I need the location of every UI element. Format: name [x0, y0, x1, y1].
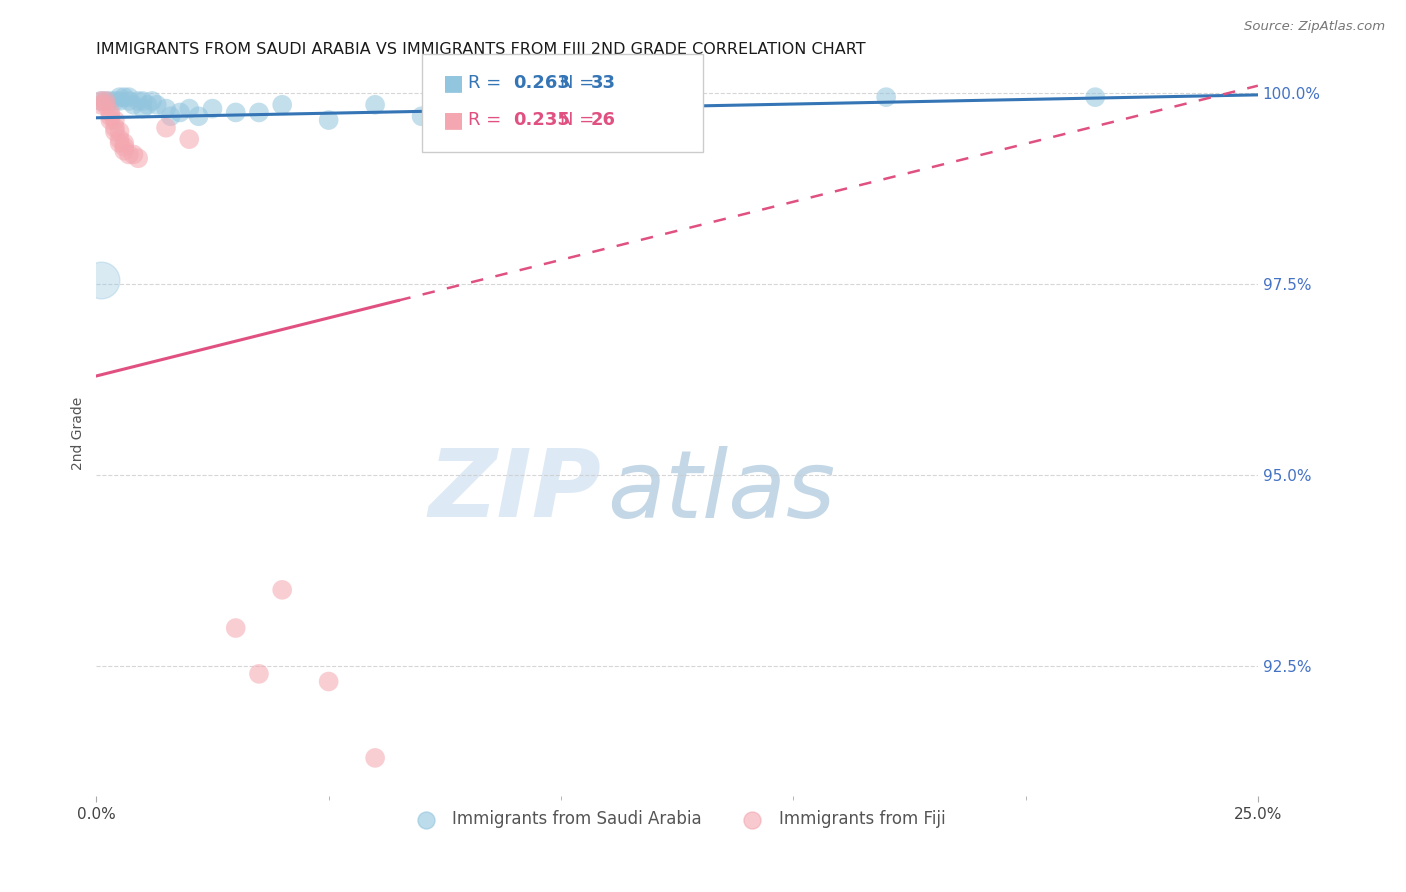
Point: [118, 147, 141, 161]
Point: [318, 674, 340, 689]
Text: N =: N =: [560, 112, 599, 129]
Point: [90, 273, 112, 287]
Point: [364, 751, 387, 765]
Text: IMMIGRANTS FROM SAUDI ARABIA VS IMMIGRANTS FROM FIJI 2ND GRADE CORRELATION CHART: IMMIGRANTS FROM SAUDI ARABIA VS IMMIGRAN…: [97, 42, 866, 57]
Text: ■: ■: [443, 111, 464, 130]
Point: [90, 94, 112, 108]
Point: [104, 120, 127, 135]
Point: [247, 666, 270, 681]
Point: [122, 147, 145, 161]
Point: [118, 94, 141, 108]
Point: [108, 90, 131, 104]
Text: R =: R =: [468, 112, 508, 129]
Point: [187, 109, 209, 123]
Point: [98, 105, 121, 120]
Point: [596, 105, 619, 120]
Point: [271, 582, 294, 597]
Text: ■: ■: [443, 73, 464, 93]
Point: [201, 102, 224, 116]
Point: [118, 90, 141, 104]
Point: [104, 113, 127, 128]
Point: [108, 136, 131, 150]
Point: [94, 94, 117, 108]
Point: [1084, 90, 1107, 104]
Point: [225, 621, 247, 635]
Point: [225, 105, 247, 120]
Point: [98, 109, 121, 123]
Point: [112, 90, 135, 104]
Text: 0.263: 0.263: [513, 74, 569, 92]
Text: atlas: atlas: [607, 446, 835, 537]
Point: [155, 102, 177, 116]
Point: [132, 102, 155, 116]
Point: [247, 105, 270, 120]
Y-axis label: 2nd Grade: 2nd Grade: [72, 397, 86, 470]
Point: [169, 105, 191, 120]
Point: [179, 132, 201, 146]
Point: [179, 102, 201, 116]
Point: [145, 97, 167, 112]
Point: [98, 113, 121, 128]
Point: [112, 144, 135, 158]
Point: [108, 94, 131, 108]
Text: 0.235: 0.235: [513, 112, 569, 129]
Point: [364, 97, 387, 112]
Text: 26: 26: [591, 112, 616, 129]
Point: [132, 94, 155, 108]
Text: 33: 33: [591, 74, 616, 92]
Text: ZIP: ZIP: [429, 445, 602, 537]
Point: [457, 113, 479, 128]
Text: Source: ZipAtlas.com: Source: ZipAtlas.com: [1244, 20, 1385, 33]
Point: [104, 124, 127, 138]
Point: [875, 90, 897, 104]
Point: [94, 94, 117, 108]
Point: [94, 97, 117, 112]
Point: [112, 140, 135, 154]
Point: [411, 109, 433, 123]
Point: [108, 124, 131, 138]
Point: [155, 120, 177, 135]
Point: [127, 94, 149, 108]
Point: [108, 132, 131, 146]
Point: [90, 97, 112, 112]
Point: [271, 97, 294, 112]
Point: [127, 151, 149, 165]
Point: [112, 136, 135, 150]
Point: [503, 132, 526, 146]
Point: [98, 94, 121, 108]
Legend: Immigrants from Saudi Arabia, Immigrants from Fiji: Immigrants from Saudi Arabia, Immigrants…: [402, 804, 952, 835]
Point: [90, 94, 112, 108]
Text: N =: N =: [560, 74, 599, 92]
Point: [141, 94, 163, 108]
Point: [122, 97, 145, 112]
Text: R =: R =: [468, 74, 508, 92]
Point: [104, 94, 127, 108]
Point: [318, 113, 340, 128]
Point: [136, 97, 159, 112]
Point: [159, 109, 181, 123]
